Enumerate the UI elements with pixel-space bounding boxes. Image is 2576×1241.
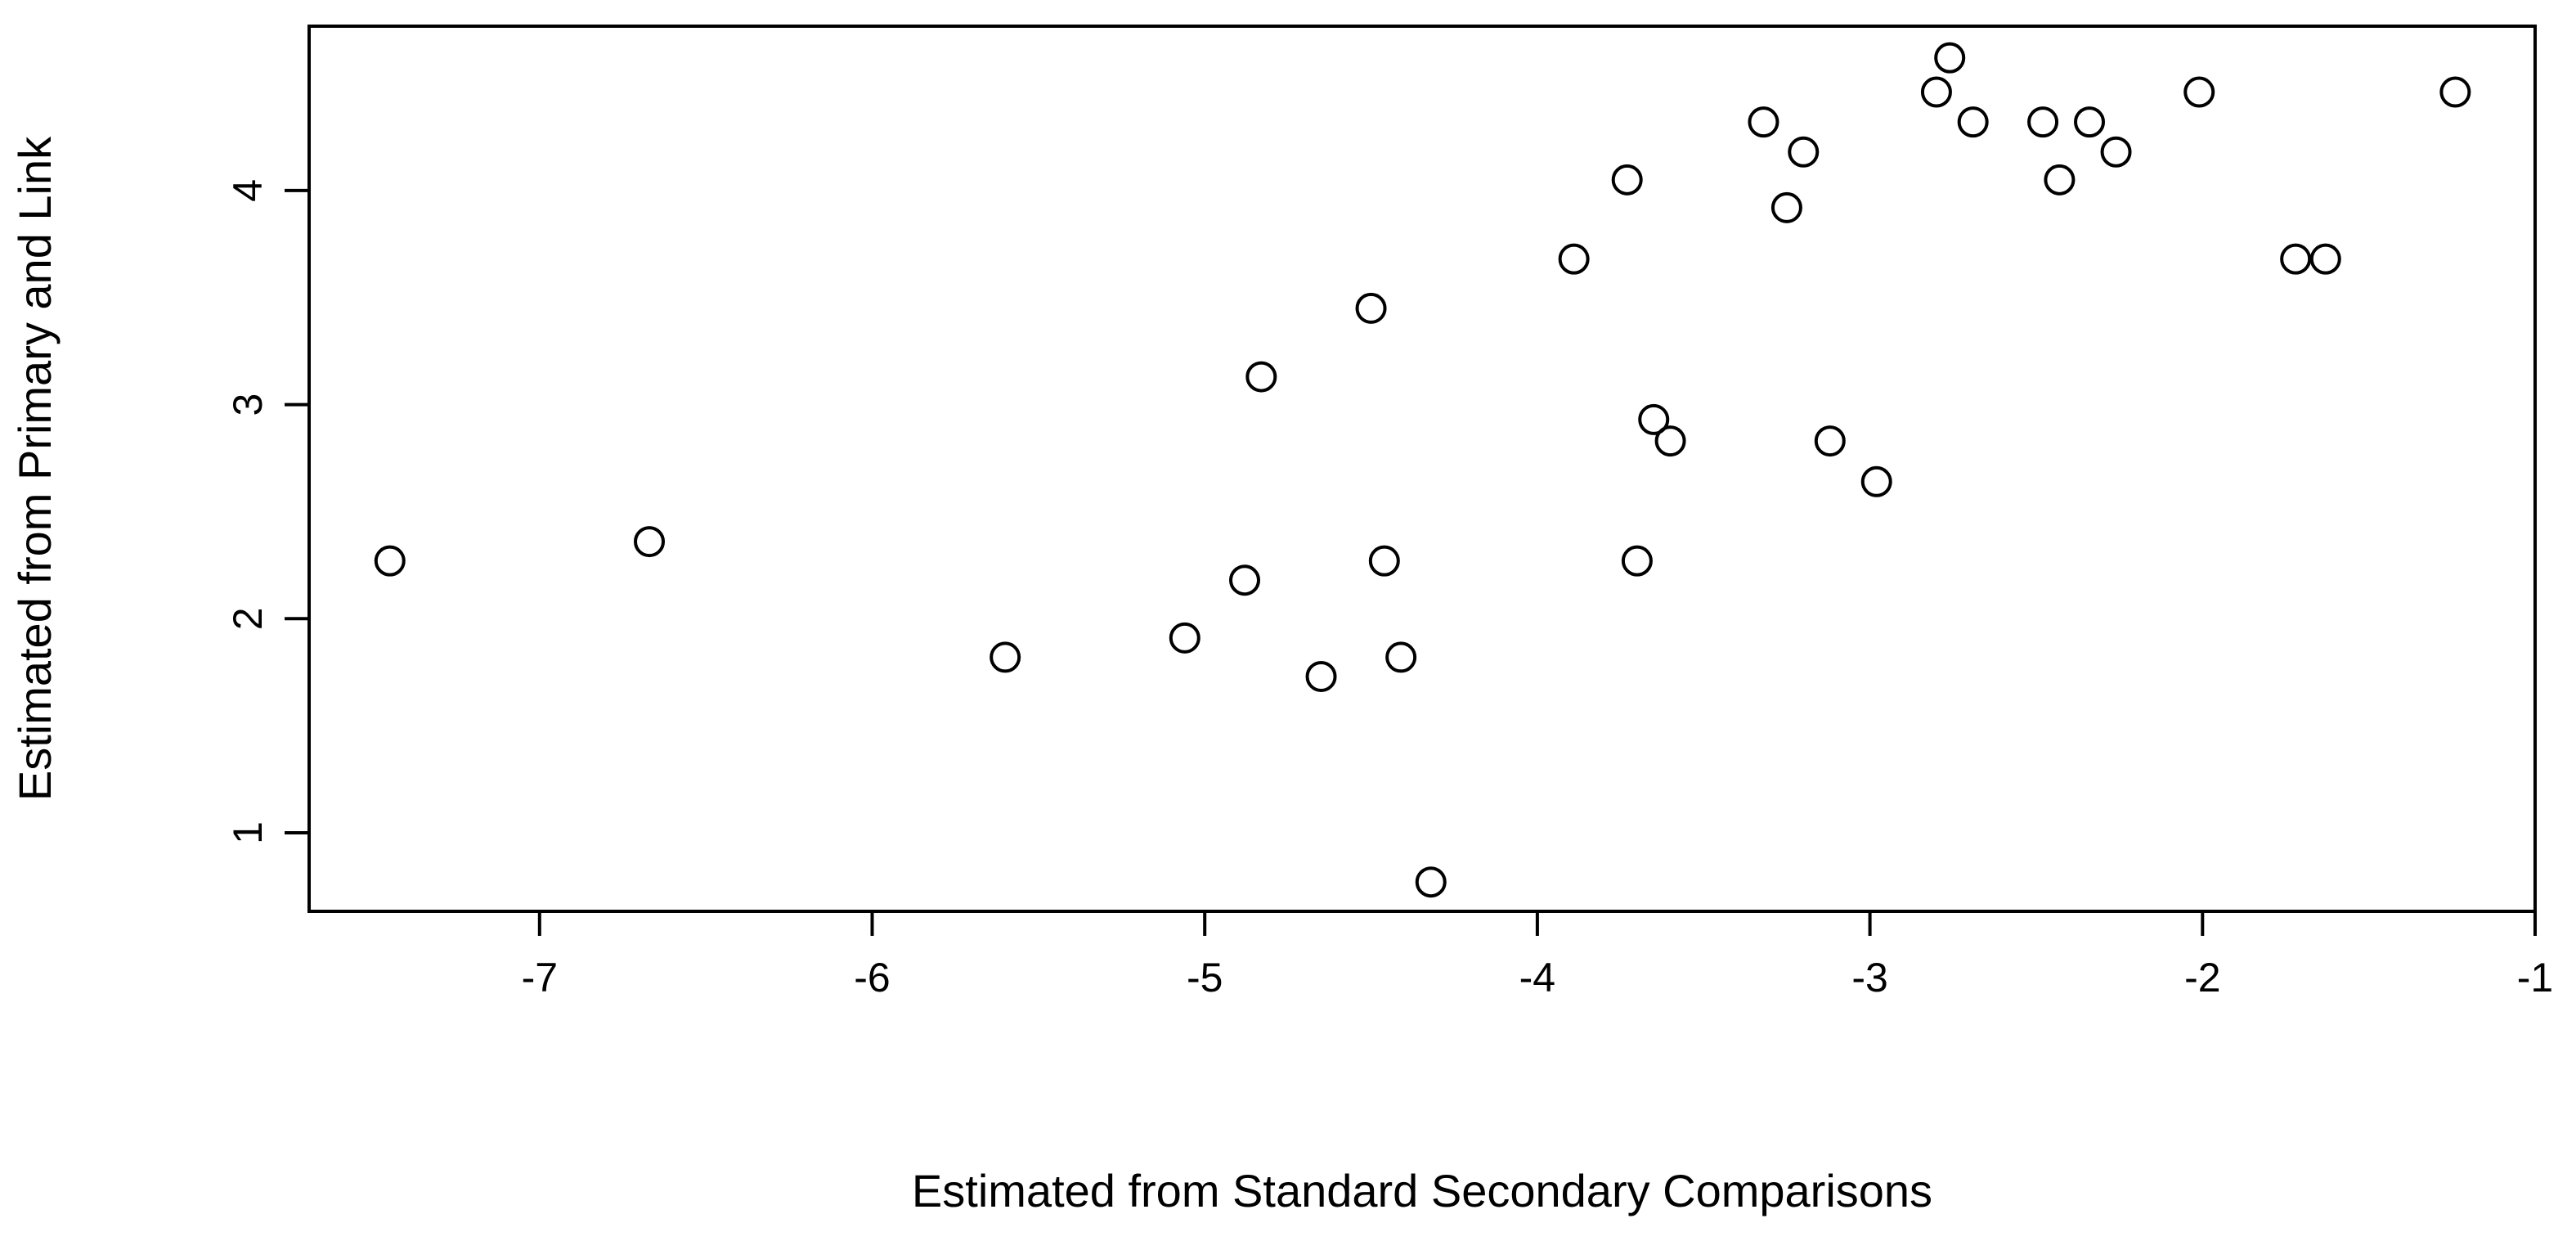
data-point [1788, 136, 1820, 168]
data-point [1245, 361, 1277, 393]
data-point [1814, 425, 1846, 457]
plot-frame [307, 25, 2537, 913]
data-point [1415, 866, 1447, 898]
data-point [1957, 106, 1989, 138]
data-point [1934, 42, 1966, 74]
data-point [2280, 243, 2312, 275]
x-tick-label: -3 [1851, 955, 1887, 1000]
x-axis: -7 -6 -5 -4 -3 -2 -1 [522, 910, 2553, 1000]
x-tick-label: -2 [2184, 955, 2220, 1000]
data-point [2044, 164, 2076, 196]
data-point [1229, 564, 1261, 596]
data-point [1169, 622, 1200, 654]
data-point [1638, 403, 1670, 435]
y-tick-label: 4 [225, 179, 271, 202]
data-point [1611, 164, 1643, 196]
data-point [990, 641, 1021, 673]
data-point [1770, 191, 1802, 223]
y-axis: 1 2 3 4 [225, 179, 311, 844]
data-point [374, 545, 406, 577]
x-tick-label: -5 [1187, 955, 1223, 1000]
data-point [1654, 425, 1686, 457]
data-point [634, 526, 666, 558]
data-point [1748, 106, 1779, 138]
data-point [2074, 106, 2106, 138]
data-point [2439, 76, 2471, 108]
data-point [1355, 292, 1387, 324]
data-point [2183, 76, 2215, 108]
data-point [1305, 660, 1337, 692]
y-tick-label: 2 [225, 607, 271, 630]
data-point [2100, 136, 2132, 168]
data-point [1920, 76, 1952, 108]
data-point [2027, 106, 2059, 138]
data-point [1621, 545, 1653, 577]
data-points [374, 42, 2471, 898]
data-point [1368, 545, 1400, 577]
y-axis-title: Estimated from Primary and Link [9, 136, 61, 801]
data-point [1860, 465, 1892, 497]
x-axis-title: Estimated from Standard Secondary Compar… [912, 1165, 1932, 1216]
x-tick-label: -6 [854, 955, 890, 1000]
x-tick-label: -7 [522, 955, 558, 1000]
x-tick-label: -1 [2517, 955, 2553, 1000]
data-point [1558, 243, 1590, 275]
y-tick-label: 1 [225, 821, 271, 844]
y-tick-label: 3 [225, 393, 271, 416]
data-point [1385, 641, 1417, 673]
data-point [2309, 243, 2341, 275]
x-tick-label: -4 [1519, 955, 1555, 1000]
